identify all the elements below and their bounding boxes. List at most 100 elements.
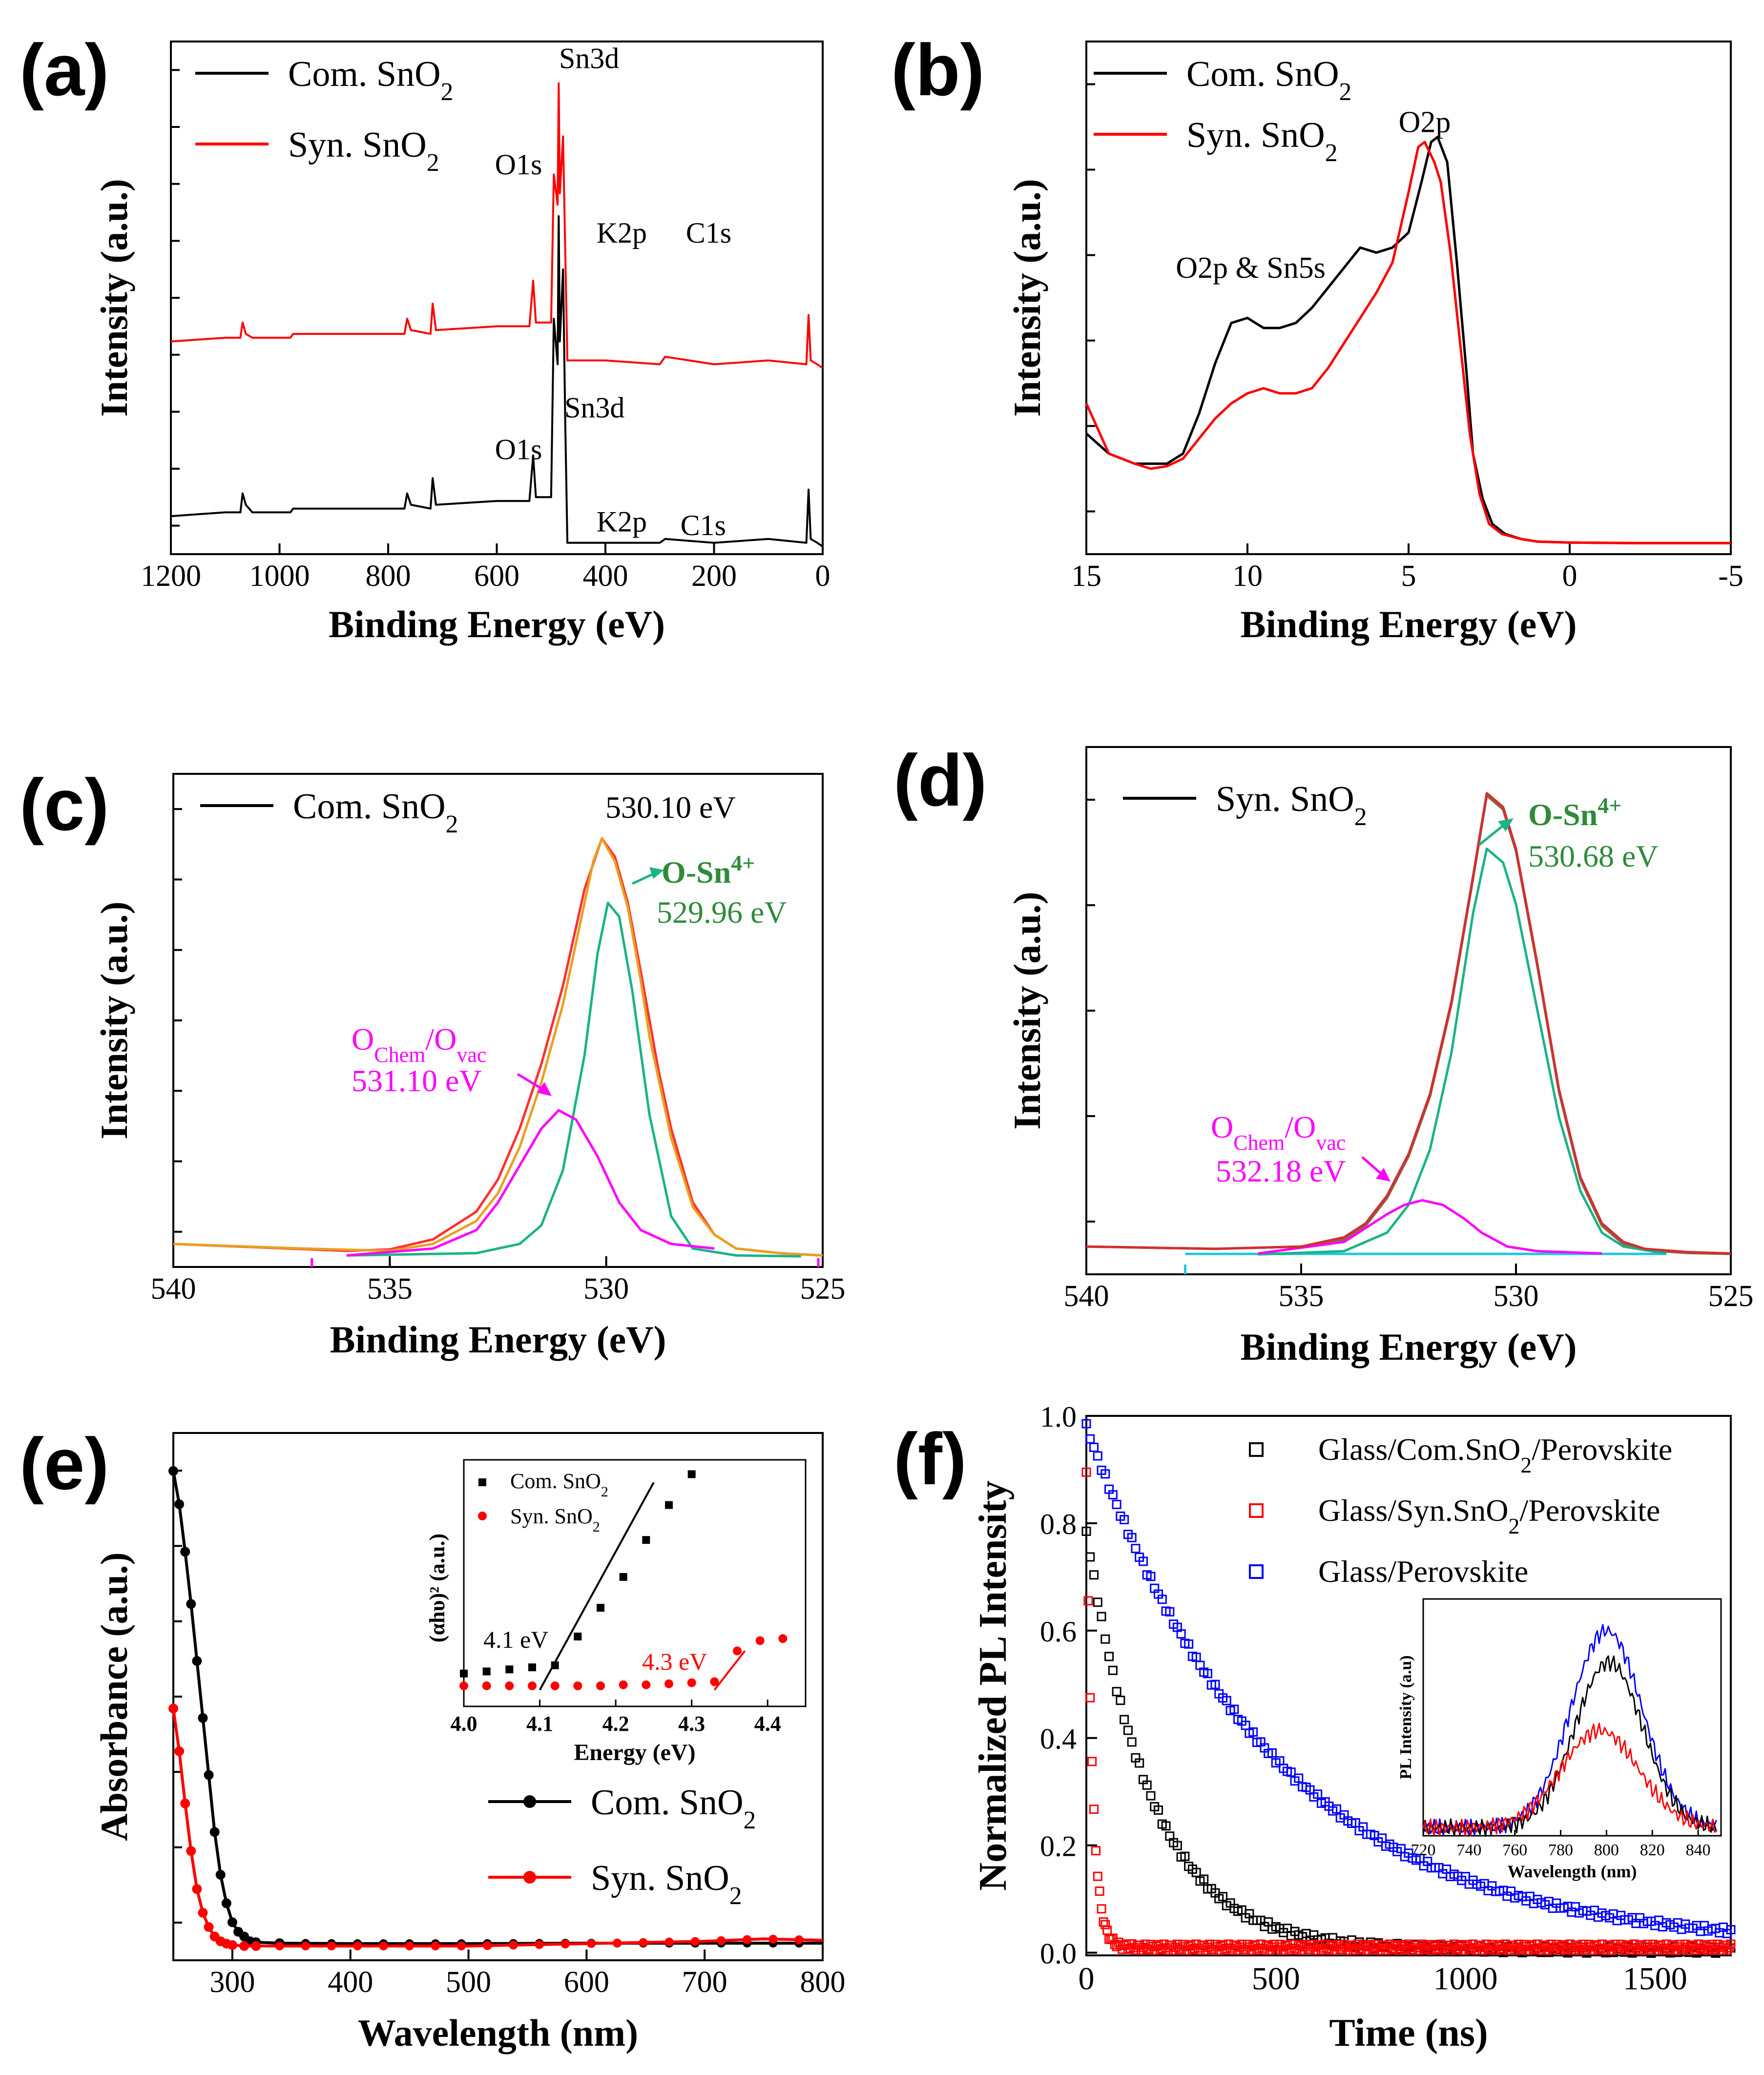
- inset-point: [459, 1681, 468, 1690]
- inset-fit-line: [713, 1650, 746, 1691]
- data-point: [535, 1940, 544, 1949]
- annotation-label-part: Sn3d: [559, 42, 619, 74]
- x-tick-label-part: 10: [1232, 560, 1263, 593]
- arrow-head: [1376, 1168, 1390, 1182]
- data-point: [1180, 1851, 1190, 1861]
- data-point: [180, 1798, 190, 1808]
- x-tick-label-part: 200: [691, 560, 737, 593]
- data-point: [509, 1940, 518, 1950]
- data-point: [227, 1917, 237, 1928]
- data-point: [204, 1770, 214, 1780]
- annotation-arrow: [631, 872, 654, 885]
- inset-point: [619, 1680, 628, 1689]
- data-point: [664, 1937, 674, 1947]
- x-axis-title: Wavelength (nm): [358, 2012, 638, 2054]
- panel-e: 300 400 500 600 700 800 Wavelength (nm) Absorba…: [20, 1423, 846, 2054]
- data-point: [613, 1938, 622, 1948]
- inset-legend-label: Syn. SnO2: [510, 1504, 600, 1535]
- inset-point: [505, 1665, 514, 1674]
- inset-frame: [463, 1459, 807, 1707]
- y-axis-title-part: Normalized PL Intensity: [972, 1481, 1015, 1891]
- inset-x-tick-label-part: 4.0: [451, 1712, 477, 1736]
- data-point: [174, 1499, 185, 1509]
- data-point: [1203, 1669, 1212, 1679]
- y-tick-label-part: 1.0: [1040, 1401, 1077, 1433]
- data-point: [180, 1547, 190, 1557]
- panel-label-c-part: (c): [20, 764, 109, 846]
- legend-marker: [1249, 1564, 1264, 1579]
- inset-annotation: 4.1 eV: [483, 1626, 548, 1653]
- x-tick-label: 400: [328, 1966, 373, 1999]
- inset-series-glass-syn-sno2-perovskite: [1422, 1722, 1717, 1837]
- data-point: [1176, 1629, 1186, 1639]
- peak-label: 530.10 eV: [605, 790, 736, 825]
- data-point: [1210, 1680, 1220, 1689]
- data-point: [1146, 1572, 1156, 1581]
- data-point: [221, 1898, 231, 1909]
- panel-label-a-part: (a): [20, 29, 109, 111]
- panel-label-f: (f): [893, 1418, 967, 1500]
- x-tick-label-part: 600: [474, 560, 519, 593]
- x-tick-label: -5: [1718, 560, 1743, 593]
- x-tick-label-part: 530: [583, 1272, 629, 1306]
- data-point: [1089, 1570, 1099, 1580]
- data-point: [431, 1941, 440, 1950]
- data-point: [1100, 1920, 1110, 1930]
- x-tick-label-part: 800: [800, 1966, 846, 1999]
- data-point: [690, 1937, 700, 1946]
- data-point: [1131, 1544, 1141, 1554]
- data-point: [1286, 1767, 1296, 1777]
- y-tick-label: 1.0: [1040, 1401, 1077, 1433]
- x-tick-label: 530: [1494, 1280, 1539, 1313]
- data-point: [560, 1939, 570, 1949]
- x-axis-title-part: Binding Energy (eV): [330, 1318, 666, 1361]
- legend-label: Com. SnO2: [288, 54, 453, 106]
- inset-point: [665, 1501, 673, 1509]
- annotation-label-part: O1s: [495, 148, 542, 181]
- series-o-sn4-: [1258, 847, 1667, 1256]
- data-point: [1100, 1634, 1110, 1644]
- data-point: [1172, 1841, 1182, 1850]
- inset-point: [482, 1667, 491, 1676]
- x-axis-title-part: Binding Energy (eV): [1240, 603, 1577, 645]
- series-envelope: [173, 837, 823, 1257]
- data-point: [1085, 1693, 1095, 1702]
- panel-f: 0 500 1000 1500 0.0 0.2 0.4 0.6 0.8 1.0 Time (ns) N…: [893, 1401, 1736, 2054]
- y-axis-title-part: Absorbance (a.u.): [93, 1552, 135, 1841]
- x-tick-label-part: 535: [1279, 1280, 1324, 1313]
- x-axis-title: Binding Energy (eV): [330, 1318, 666, 1361]
- legend-label-part: 2: [744, 1806, 756, 1834]
- legend-label-part: 2: [1520, 1452, 1532, 1477]
- peak-label-part: 530.10 eV: [605, 790, 736, 825]
- series-ochem-ovac: [1258, 1199, 1602, 1255]
- inset-x-tick-label-part: 4.4: [754, 1712, 781, 1736]
- x-tick-label-part: 1000: [1433, 1961, 1497, 1996]
- ochem-label-part: O: [1211, 1110, 1233, 1144]
- data-point: [1726, 1925, 1736, 1934]
- data-point: [1184, 1639, 1194, 1649]
- inset-x-title-part: Energy (eV): [574, 1740, 695, 1765]
- x-tick-label-part: 0: [1079, 1961, 1095, 1996]
- x-tick-label-part: 300: [209, 1966, 255, 1999]
- x-axis-title: Binding Energy (eV): [329, 603, 665, 645]
- x-tick-label: 5: [1401, 560, 1416, 593]
- inset-point: [619, 1573, 627, 1581]
- data-point: [1331, 1804, 1341, 1814]
- y-axis-title-part: Intensity (a.u.): [93, 179, 135, 417]
- inset-x-tick-label-part: 760: [1502, 1841, 1527, 1859]
- inset-x-tick-label-part: 740: [1456, 1841, 1481, 1859]
- ochem-energy-part: 532.18 eV: [1216, 1154, 1346, 1188]
- ochem-label-part: O: [352, 1022, 374, 1057]
- x-tick-label-part: 535: [367, 1272, 413, 1306]
- inset-legend-label-part: 2: [601, 1484, 608, 1500]
- o-sn-energy-part: 529.96 eV: [657, 895, 787, 930]
- x-tick-label: 1000: [1433, 1961, 1497, 1996]
- series-glass-syn-sno2-perovskite: [1081, 1467, 1736, 1955]
- data-point: [1093, 1871, 1102, 1881]
- annotation-label: O1s: [495, 148, 542, 181]
- x-axis-title-part: Binding Energy (eV): [1240, 1326, 1577, 1368]
- x-tick-label: 800: [366, 560, 411, 593]
- inset-point: [687, 1470, 696, 1478]
- annotation-arrow: [1478, 824, 1505, 846]
